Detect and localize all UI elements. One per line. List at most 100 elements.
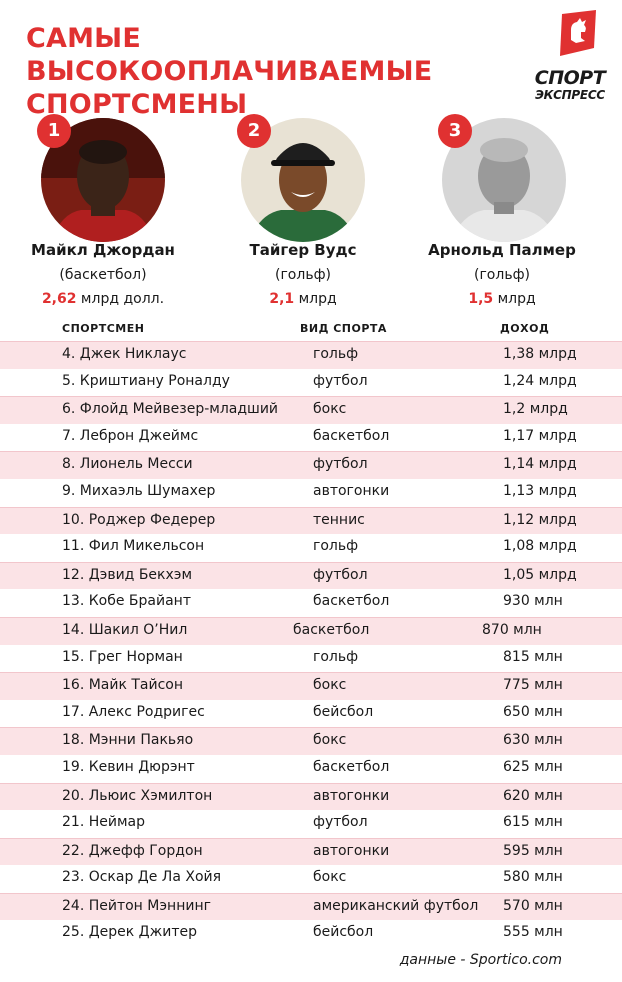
row-athlete: 4. Джек Никлаус <box>62 346 187 362</box>
row-athlete: 11. Фил Микельсон <box>62 538 205 555</box>
row-income: 1,17 млрд <box>503 427 577 444</box>
row-athlete: 13. Кобе Брайант <box>62 593 191 610</box>
row-income: 1,2 млрд <box>503 401 568 418</box>
row-income: 930 млн <box>503 593 563 610</box>
row-income: 1,14 млрд <box>503 456 577 473</box>
row-income: 1,08 млрд <box>503 538 577 555</box>
athlete-income: 2,62 млрд долл. <box>13 289 193 309</box>
row-sport: футбол <box>313 814 368 831</box>
row-sport: бокс <box>313 677 347 694</box>
rooster-logo-icon <box>560 10 596 56</box>
table-row: 16. Майк Тайсон бокс 775 млн <box>0 672 622 700</box>
athlete-sport: (гольф) <box>274 267 331 283</box>
table-row: 25. Дерек Джитер бейсбол 555 млн <box>0 920 622 948</box>
row-sport: гольф <box>313 648 359 665</box>
row-sport: гольф <box>313 538 359 555</box>
rank-badge: 2 <box>237 114 271 148</box>
data-source-note: данные - Sportico.com <box>399 952 562 968</box>
athletes-table: 4. Джек Никлаус гольф 1,38 млрд 5. Криштиа… <box>0 341 622 948</box>
row-athlete: 6. Флойд Мейвезер-младший <box>62 401 279 418</box>
athlete-income: 1,5 млрд <box>412 289 592 309</box>
logo-wordmark: СПОРТ <box>534 67 606 89</box>
row-sport: футбол <box>313 566 368 583</box>
row-athlete: 9. Михаэль Шумахер <box>62 482 216 499</box>
row-sport: бокс <box>313 732 347 749</box>
page-title: САМЫЕ ВЫСОКООПЛАЧИВАЕМЫЕ СПОРТСМЕНЫ <box>26 23 433 120</box>
row-athlete: 20. Льюис Хэмилтон <box>62 787 213 804</box>
row-income: 625 млн <box>503 758 563 775</box>
row-income: 870 млн <box>482 621 542 638</box>
table-row: 21. Неймар футбол 615 млн <box>0 810 622 838</box>
row-sport: бокс <box>313 401 347 418</box>
table-row: 13. Кобе Брайант баскетбол 930 млн <box>0 589 622 617</box>
row-athlete: 14. Шакил О’Нил <box>62 621 188 638</box>
income-value: 2,62 <box>41 291 77 307</box>
row-athlete: 7. Леброн Джеймс <box>62 427 199 444</box>
income-value: 1,5 <box>468 291 494 307</box>
row-income: 1,38 млрд <box>503 346 577 362</box>
row-sport: футбол <box>313 372 368 389</box>
row-income: 815 млн <box>503 648 563 665</box>
row-athlete: 16. Майк Тайсон <box>62 677 184 694</box>
row-sport: автогонки <box>313 787 390 804</box>
athlete-sport: (гольф) <box>473 267 530 283</box>
row-income: 775 млн <box>503 677 563 694</box>
table-row: 24. Пейтон Мэннинг американский футбол 570… <box>0 892 622 921</box>
table-row: 7. Леброн Джеймс баскетбол 1,17 млрд <box>0 424 622 452</box>
row-income: 595 млн <box>503 842 563 859</box>
row-athlete: 15. Грег Норман <box>62 648 183 665</box>
table-header: СПОРТСМЕН ВИД СПОРТА ДОХОД <box>0 320 622 340</box>
table-row: 10. Роджер Федерер теннис 1,12 млрд <box>0 506 622 535</box>
income-unit: млрд <box>294 291 337 307</box>
row-sport: баскетбол <box>313 593 390 610</box>
table-row: 19. Кевин Дюрэнт баскетбол 625 млн <box>0 755 622 783</box>
column-header-sport: ВИД СПОРТА <box>300 322 387 335</box>
table-row: 18. Мэнни Пакьяо бокс 630 млн <box>0 727 622 755</box>
row-athlete: 17. Алекс Родригес <box>62 703 205 720</box>
athlete-sport: (баскетбол) <box>59 267 147 283</box>
row-sport: бейсбол <box>313 924 374 941</box>
row-sport: футбол <box>313 456 368 473</box>
table-row: 17. Алекс Родригес бейсбол 650 млн <box>0 700 622 728</box>
row-income: 615 млн <box>503 814 563 831</box>
row-athlete: 10. Роджер Федерер <box>62 511 216 528</box>
logo-subtitle: ЭКСПРЕСС <box>535 88 605 102</box>
table-row: 6. Флойд Мейвезер-младший бокс 1,2 млрд <box>0 396 622 424</box>
top-three-section: 1 Майкл Джордан (баскетбол) 2,62 млрд до… <box>0 112 622 312</box>
athlete-income: 2,1 млрд <box>213 289 393 309</box>
row-income: 630 млн <box>503 732 563 749</box>
row-athlete: 21. Неймар <box>62 814 145 831</box>
table-row: 11. Фил Микельсон гольф 1,08 млрд <box>0 534 622 562</box>
athlete-name: Тайгер Вудс <box>249 241 357 259</box>
row-income: 1,24 млрд <box>503 372 577 389</box>
brand-logo: СПОРТ ЭКСПРЕСС <box>528 8 612 108</box>
table-row: 12. Дэвид Бекхэм футбол 1,05 млрд <box>0 561 622 590</box>
row-sport: автогонки <box>313 842 390 859</box>
row-sport: баскетбол <box>293 621 370 638</box>
table-row: 15. Грег Норман гольф 815 млн <box>0 645 622 673</box>
row-athlete: 19. Кевин Дюрэнт <box>62 758 195 775</box>
row-sport: гольф <box>313 346 359 362</box>
row-income: 620 млн <box>503 787 563 804</box>
table-row: 20. Льюис Хэмилтон автогонки 620 млн <box>0 782 622 811</box>
table-row: 5. Криштиану Роналду футбол 1,24 млрд <box>0 369 622 397</box>
table-row: 23. Оскар Де Ла Хойя бокс 580 млн <box>0 865 622 893</box>
row-income: 1,05 млрд <box>503 566 577 583</box>
athlete-name: Арнольд Палмер <box>428 241 576 259</box>
row-athlete: 12. Дэвид Бекхэм <box>62 566 193 583</box>
row-sport: баскетбол <box>313 427 390 444</box>
row-athlete: 5. Криштиану Роналду <box>62 372 230 389</box>
row-sport: теннис <box>313 511 365 528</box>
row-sport: баскетбол <box>313 758 390 775</box>
row-athlete: 8. Лионель Месси <box>62 456 193 473</box>
row-athlete: 24. Пейтон Мэннинг <box>62 897 211 914</box>
row-sport: автогонки <box>313 482 390 499</box>
row-income: 570 млн <box>503 897 563 914</box>
row-income: 555 млн <box>503 924 563 941</box>
income-unit: млрд <box>493 291 536 307</box>
row-athlete: 23. Оскар Де Ла Хойя <box>62 869 222 886</box>
income-value: 2,1 <box>269 291 295 307</box>
rank-badge: 1 <box>37 114 71 148</box>
row-athlete: 18. Мэнни Пакьяо <box>62 732 194 749</box>
row-income: 1,12 млрд <box>503 511 577 528</box>
